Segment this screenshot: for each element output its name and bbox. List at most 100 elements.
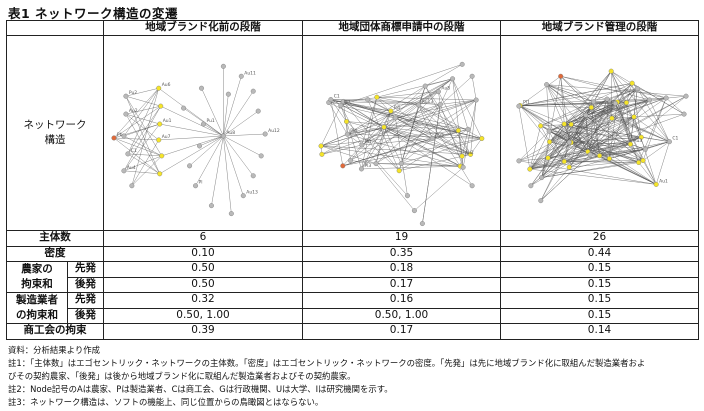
network-edge <box>321 78 453 155</box>
network-table: 地域ブランド化前の段階 地域団体商標申請中の段階 地域ブランド管理の段階 ネット… <box>6 20 699 340</box>
network-edge <box>340 64 463 106</box>
farmer-node <box>156 137 162 143</box>
farmer-node <box>459 153 465 159</box>
network-edge <box>367 99 471 155</box>
actor-node <box>566 139 572 145</box>
network-edge <box>541 107 592 178</box>
network-edge <box>626 88 638 103</box>
network-edge <box>540 101 594 201</box>
network-edge <box>452 78 483 139</box>
actor-node <box>365 97 371 103</box>
network-edge <box>361 138 433 146</box>
network-edge <box>520 105 565 125</box>
network-edge <box>591 107 670 142</box>
network-edge <box>201 88 224 137</box>
network-edge <box>540 154 591 201</box>
network-edge <box>529 125 541 170</box>
actor-node <box>340 98 346 104</box>
network-edge <box>376 97 396 119</box>
network-edge <box>540 118 613 201</box>
network-edge <box>460 129 469 167</box>
farmer-node <box>159 153 165 159</box>
network-edge <box>343 101 421 124</box>
network-edge <box>328 91 439 103</box>
farmer-node <box>157 171 163 177</box>
network-edge <box>573 99 650 131</box>
actor-node <box>187 163 193 169</box>
network-edge <box>125 88 159 97</box>
network-edge <box>395 117 408 196</box>
network-edge <box>343 101 459 131</box>
network-edge <box>549 103 616 132</box>
actor-node <box>197 143 203 149</box>
actor-node <box>240 193 246 199</box>
network-edge <box>541 129 575 178</box>
farmer-late-value: 0.50 <box>103 276 303 293</box>
network-edge <box>519 105 550 132</box>
network-edge <box>571 102 627 125</box>
chamber-value: 0.17 <box>302 323 501 340</box>
network-graph-3: Au1 Au3 Pl2 Pl1 A1 C1 <box>500 35 699 231</box>
network-edge <box>452 78 463 157</box>
actor-node <box>258 153 264 159</box>
network-edge <box>564 161 639 163</box>
network-edge <box>330 99 464 168</box>
network-edge <box>330 99 441 105</box>
network-edge <box>632 83 685 115</box>
network-edge <box>375 76 473 164</box>
farmer-node <box>381 124 387 130</box>
node-label: Au13 <box>246 190 258 196</box>
network-edge <box>223 76 242 137</box>
farmer-node <box>157 121 163 127</box>
network-edge <box>666 97 685 115</box>
network-edge <box>395 99 477 119</box>
actor-node <box>604 96 610 102</box>
maker-early-value: 0.16 <box>302 292 501 309</box>
network-edge <box>432 99 477 139</box>
chamber-value: 0.14 <box>500 323 699 340</box>
network-edge <box>131 88 159 186</box>
network-edge <box>125 105 161 115</box>
nodes: Au1 Au3 Pl2 Pl1 A1 C1 <box>516 68 689 204</box>
network-edge <box>529 158 610 170</box>
network-edge <box>383 126 471 155</box>
network-edge <box>361 144 408 196</box>
network-graph-1: Au2 Au4 Au6 Au7 Au8 Au11 Au12 Au13 Pl Pu1 Pu2 C1 Pb A… <box>103 35 303 231</box>
network-edge <box>458 130 464 168</box>
footnotes: 資料：分析結果より作成 註1：「主体数」はエゴセントリック・ネットワークの主体数… <box>8 344 698 409</box>
node-label: Au13 <box>422 99 434 105</box>
network-edge <box>420 122 482 139</box>
node-label: Au8 <box>226 130 235 136</box>
density-value: 0.10 <box>103 245 303 262</box>
network-edge <box>642 141 670 161</box>
network-edge <box>633 99 650 118</box>
network-edge <box>195 135 224 186</box>
network-edge <box>343 101 473 186</box>
node-label: Pl2 <box>574 136 581 142</box>
network-edge <box>330 99 347 122</box>
actor-node <box>250 88 256 94</box>
maker-early-row: 製造業者 の拘束和 先発 0.32 0.16 0.15 <box>6 292 699 324</box>
network-edge <box>361 97 378 146</box>
network-edge <box>571 116 635 143</box>
density-value: 0.44 <box>500 245 699 262</box>
actors-row: 主体数 6 19 26 <box>6 230 699 247</box>
network-edge <box>529 113 685 170</box>
farmer-node <box>388 108 394 114</box>
network-edge <box>530 101 594 186</box>
network-edge <box>390 78 453 112</box>
node-label: Pl1 <box>523 100 530 106</box>
table-title: 表1 ネットワーク構造の変遷 <box>8 6 179 21</box>
network-edge <box>641 137 670 142</box>
note-2: 註2：Node記号のAは農家、Pは製造業者、Cは商工会、Gは行政機関、Uは大学、… <box>8 384 393 394</box>
network-edge <box>223 135 244 196</box>
network-edge <box>321 145 471 155</box>
network-edge <box>546 84 572 143</box>
network-edge <box>438 91 471 155</box>
node-label: Au2 <box>129 108 138 114</box>
actors-label: 主体数 <box>6 230 104 247</box>
network-edge <box>340 105 363 146</box>
actor-node <box>473 97 479 103</box>
network-edge <box>223 94 229 137</box>
actor-node <box>201 121 206 127</box>
